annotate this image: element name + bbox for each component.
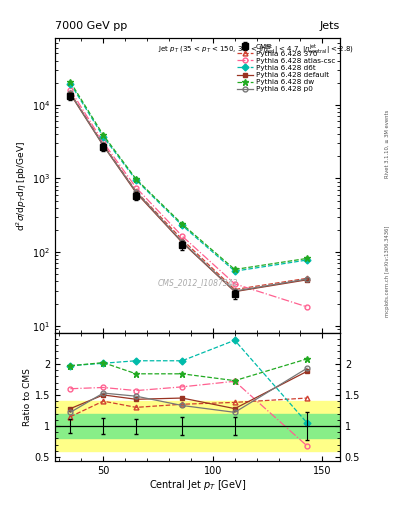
Pythia 6.428 atlas-csc	[232, 281, 237, 287]
Pythia 6.428 d6t	[101, 134, 106, 140]
Pythia 6.428 p0	[180, 239, 184, 245]
Text: Jet $p_T$ (35 < $p_T$ < 150, 3.2 < $|\eta^\mathrm{jet}_\mathrm{fwd}|$ < 4.7, $|\: Jet $p_T$ (35 < $p_T$ < 150, 3.2 < $|\et…	[158, 43, 354, 56]
Bar	[55, 401, 340, 451]
Pythia 6.428 default	[101, 142, 106, 148]
Pythia 6.428 d6t	[134, 177, 138, 183]
Pythia 6.428 atlas-csc	[68, 87, 73, 93]
Text: Jets: Jets	[320, 21, 340, 31]
Pythia 6.428 370	[305, 275, 309, 282]
Pythia 6.428 p0	[305, 276, 309, 282]
Pythia 6.428 atlas-csc	[101, 139, 106, 145]
Pythia 6.428 dw	[305, 255, 309, 262]
Pythia 6.428 dw	[180, 221, 184, 227]
Line: Pythia 6.428 default: Pythia 6.428 default	[68, 92, 310, 294]
Pythia 6.428 dw	[232, 266, 237, 272]
Pythia 6.428 370	[180, 237, 184, 243]
Text: 7000 GeV pp: 7000 GeV pp	[55, 21, 127, 31]
Pythia 6.428 default	[305, 276, 309, 283]
Pythia 6.428 p0	[101, 142, 106, 148]
Pythia 6.428 370	[134, 188, 138, 195]
Pythia 6.428 p0	[134, 189, 138, 195]
Pythia 6.428 atlas-csc	[305, 304, 309, 310]
Line: Pythia 6.428 370: Pythia 6.428 370	[68, 91, 310, 292]
Pythia 6.428 dw	[134, 176, 138, 182]
Y-axis label: $\mathrm{d}^2\sigma/\mathrm{d}p_T\mathrm{d}\eta\ \mathrm{[pb/GeV]}$: $\mathrm{d}^2\sigma/\mathrm{d}p_T\mathrm…	[15, 141, 29, 230]
Pythia 6.428 default	[180, 240, 184, 246]
X-axis label: Central Jet $p_T$ [GeV]: Central Jet $p_T$ [GeV]	[149, 478, 246, 493]
Pythia 6.428 p0	[232, 288, 237, 294]
Pythia 6.428 370	[101, 141, 106, 147]
Pythia 6.428 d6t	[180, 222, 184, 228]
Line: Pythia 6.428 dw: Pythia 6.428 dw	[67, 78, 310, 273]
Text: mcplots.cern.ch [arXiv:1306.3436]: mcplots.cern.ch [arXiv:1306.3436]	[385, 226, 390, 317]
Pythia 6.428 dw	[68, 79, 73, 85]
Line: Pythia 6.428 p0: Pythia 6.428 p0	[68, 91, 310, 293]
Legend: CMS, Pythia 6.428 370, Pythia 6.428 atlas-csc, Pythia 6.428 d6t, Pythia 6.428 de: CMS, Pythia 6.428 370, Pythia 6.428 atla…	[235, 42, 336, 94]
Bar	[55, 414, 340, 438]
Text: Rivet 3.1.10, ≥ 3M events: Rivet 3.1.10, ≥ 3M events	[385, 109, 390, 178]
Pythia 6.428 atlas-csc	[134, 185, 138, 191]
Pythia 6.428 dw	[101, 132, 106, 138]
Pythia 6.428 default	[134, 189, 138, 196]
Pythia 6.428 p0	[68, 90, 73, 96]
Pythia 6.428 default	[232, 289, 237, 295]
Y-axis label: Ratio to CMS: Ratio to CMS	[23, 368, 32, 426]
Pythia 6.428 d6t	[232, 268, 237, 274]
Pythia 6.428 default	[68, 91, 73, 97]
Pythia 6.428 370	[232, 286, 237, 292]
Pythia 6.428 370	[68, 90, 73, 96]
Line: Pythia 6.428 atlas-csc: Pythia 6.428 atlas-csc	[68, 88, 310, 309]
Pythia 6.428 d6t	[68, 80, 73, 87]
Line: Pythia 6.428 d6t: Pythia 6.428 d6t	[68, 81, 310, 273]
Text: CMS_2012_I1087342: CMS_2012_I1087342	[157, 278, 238, 287]
Pythia 6.428 atlas-csc	[180, 233, 184, 239]
Pythia 6.428 d6t	[305, 257, 309, 263]
